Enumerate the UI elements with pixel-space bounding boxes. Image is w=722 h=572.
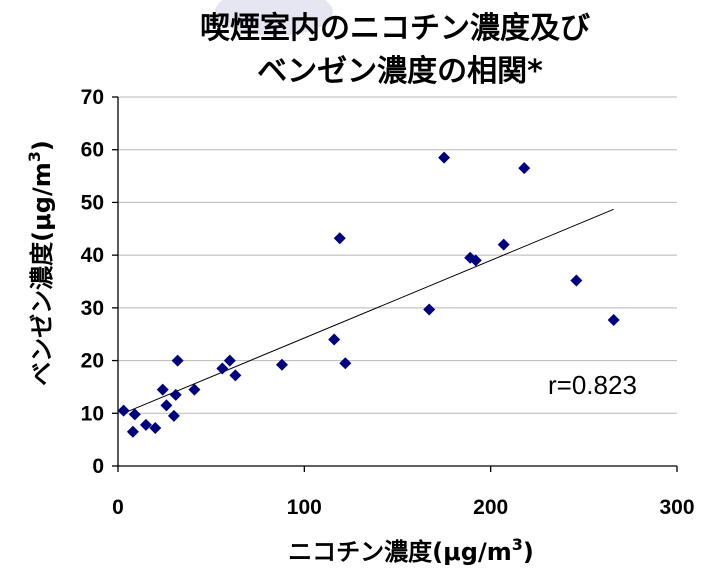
y-tick-label-0: 0	[92, 455, 104, 478]
y-tick-labels: 0 10 20 30 40 50 60 70	[81, 86, 104, 478]
data-point-24	[518, 162, 531, 175]
x-axis-label-main: ニコチン濃度(μg/m	[288, 538, 512, 566]
data-point-3	[128, 408, 141, 421]
y-axis-label: ベンゼン濃度(μg/m3)	[25, 140, 56, 386]
x-axis-label-sup: 3	[512, 535, 523, 554]
data-point-9	[169, 388, 182, 401]
data-point-8	[167, 409, 180, 422]
chart-title-line-2: ベンゼン濃度の相関*	[257, 54, 543, 89]
y-tick-label-20: 20	[81, 350, 104, 373]
data-point-10	[171, 354, 184, 367]
data-point-11	[188, 383, 201, 396]
trendline-group	[127, 208, 614, 413]
data-point-17	[333, 232, 346, 245]
y-tick-label-50: 50	[81, 191, 104, 214]
data-point-16	[328, 333, 341, 346]
y-axis-label-sup: 3	[25, 151, 44, 162]
y-tick-label-40: 40	[81, 244, 104, 267]
correlation-annotation: r=0.823	[548, 370, 637, 400]
data-point-13	[223, 354, 236, 367]
data-point-12	[216, 362, 229, 375]
x-tick-label-300: 300	[659, 496, 694, 519]
y-tick-label-70: 70	[81, 86, 104, 109]
x-tick-labels: 0 100 200 300	[112, 496, 694, 519]
data-point-19	[423, 303, 436, 316]
data-point-2	[126, 425, 139, 438]
trendline	[127, 208, 614, 413]
data-point-7	[160, 399, 173, 412]
x-axis-label-close: )	[523, 538, 534, 566]
data-point-26	[607, 313, 620, 326]
x-tick-label-100: 100	[287, 496, 322, 519]
data-point-18	[339, 357, 352, 370]
data-point-25	[570, 274, 583, 287]
x-axis-label: ニコチン濃度(μg/m3)	[288, 535, 534, 566]
grid-lines	[118, 96, 677, 414]
x-tick-label-200: 200	[473, 496, 508, 519]
y-tick-label-60: 60	[81, 139, 104, 162]
data-point-6	[156, 383, 169, 396]
axes	[112, 96, 678, 472]
data-point-14	[229, 369, 242, 382]
data-point-23	[497, 238, 510, 251]
data-point-1	[117, 404, 130, 417]
y-tick-label-30: 30	[81, 297, 104, 320]
y-axis-label-main: ベンゼン濃度(μg/m	[28, 162, 56, 386]
data-point-15	[275, 358, 288, 371]
data-point-20	[438, 151, 451, 164]
data-points	[117, 151, 620, 438]
x-tick-label-0: 0	[112, 496, 124, 519]
y-tick-label-10: 10	[81, 402, 104, 425]
chart-title-line-1: 喫煙室内のニコチン濃度及び	[200, 11, 590, 46]
data-point-5	[149, 422, 162, 435]
y-axis-label-close: )	[28, 140, 56, 151]
data-point-4	[139, 418, 152, 431]
data-point-22	[469, 254, 482, 267]
